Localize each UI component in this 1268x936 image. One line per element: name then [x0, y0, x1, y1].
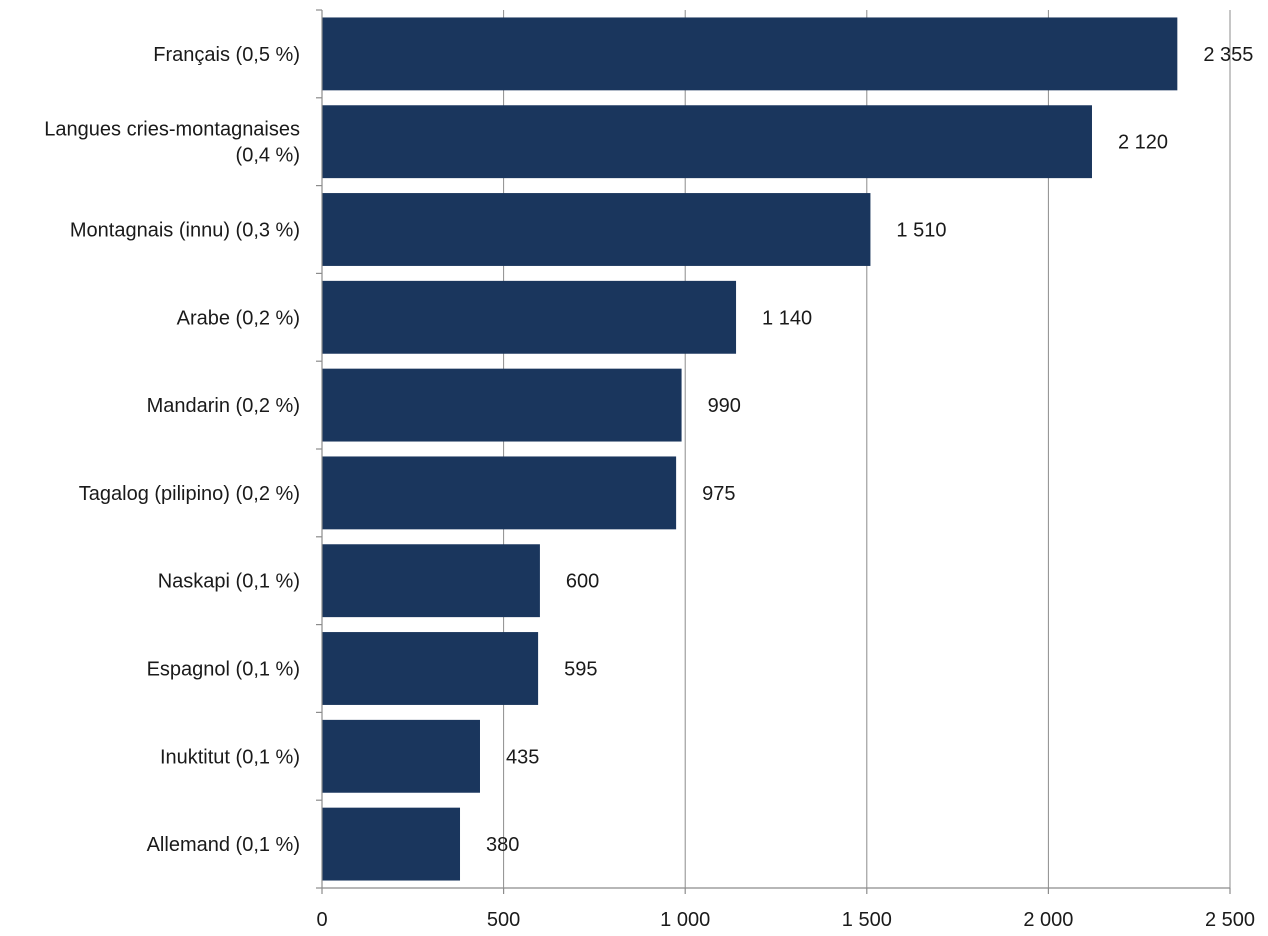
category-label: Espagnol (0,1 %) [147, 659, 300, 681]
bar [322, 719, 480, 793]
data-label: 600 [566, 571, 599, 593]
x-tick-label: 0 [316, 909, 327, 931]
data-label: 975 [702, 483, 735, 505]
category-label: Mandarin (0,2 %) [147, 395, 300, 417]
category-label: Tagalog (pilipino) (0,2 %) [79, 483, 300, 505]
data-label: 435 [506, 746, 539, 768]
x-tick-label: 1 000 [660, 909, 710, 931]
category-label-line: Tagalog (pilipino) (0,2 %) [79, 483, 300, 505]
bar [322, 544, 540, 618]
category-label: Montagnais (innu) (0,3 %) [70, 220, 300, 242]
data-label: 1 140 [762, 307, 812, 329]
category-label: Français (0,5 %) [153, 44, 300, 66]
bar [322, 105, 1092, 179]
category-label-line: (0,4 %) [236, 145, 300, 167]
bar [322, 17, 1178, 91]
bar [322, 807, 461, 881]
category-label-line: Langues cries-montagnaises [44, 119, 300, 141]
bar [322, 368, 682, 442]
category-label-line: Allemand (0,1 %) [147, 834, 300, 856]
category-label-line: Inuktitut (0,1 %) [160, 746, 300, 768]
data-label: 380 [486, 834, 519, 856]
x-tick-label: 1 500 [842, 909, 892, 931]
category-label-line: Montagnais (innu) (0,3 %) [70, 220, 300, 242]
category-label-line: Mandarin (0,2 %) [147, 395, 300, 417]
category-label: Naskapi (0,1 %) [158, 571, 300, 593]
x-tick-label: 500 [487, 909, 520, 931]
bars [322, 17, 1178, 881]
labels: 2 355 Français (0,5 %) 2 120 Langues cries-… [44, 44, 1255, 931]
data-label: 990 [708, 395, 741, 417]
data-label: 1 510 [896, 220, 946, 242]
x-tick-label: 2 000 [1023, 909, 1073, 931]
axes [316, 9, 1231, 894]
data-label: 2 120 [1118, 132, 1168, 154]
category-label-line: Français (0,5 %) [153, 44, 300, 66]
category-label-line: Arabe (0,2 %) [177, 307, 300, 329]
category-label: Arabe (0,2 %) [177, 307, 300, 329]
category-label: Allemand (0,1 %) [147, 834, 300, 856]
category-label-line: Espagnol (0,1 %) [147, 659, 300, 681]
data-label: 2 355 [1203, 44, 1253, 66]
bar [322, 193, 871, 266]
bar [322, 456, 677, 530]
bar [322, 280, 737, 354]
category-label-line: Naskapi (0,1 %) [158, 571, 300, 593]
bar [322, 632, 539, 705]
category-label: Inuktitut (0,1 %) [160, 746, 300, 768]
x-tick-label: 2 500 [1205, 909, 1255, 931]
category-label: Langues cries-montagnaises (0,4 %) [44, 119, 300, 167]
data-label: 595 [564, 659, 597, 681]
